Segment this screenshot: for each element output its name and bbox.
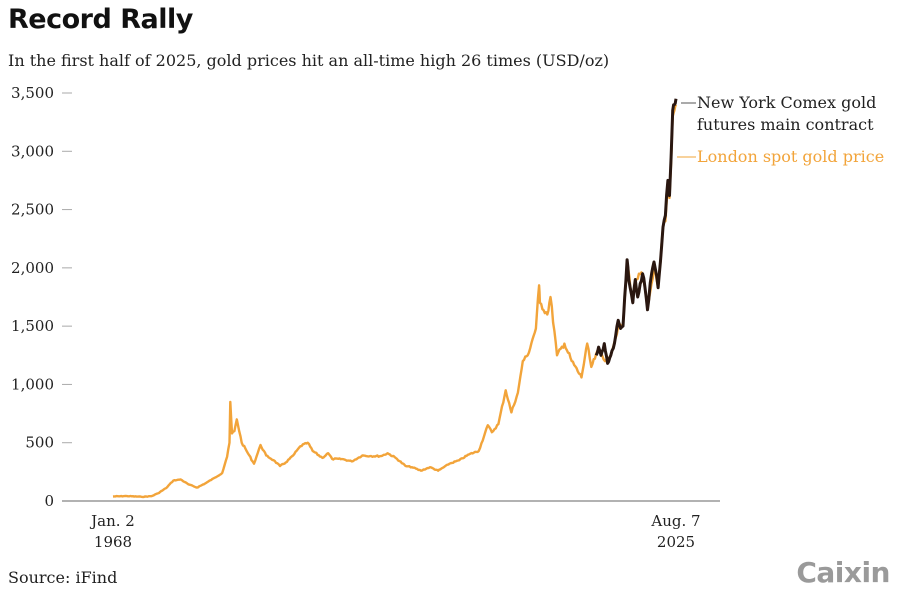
y-tick-label: 2,000	[11, 259, 54, 277]
chart-title: Record Rally	[8, 4, 193, 35]
y-tick-label: 1,000	[11, 375, 54, 393]
y-tick-label: 1,500	[11, 317, 54, 335]
x-tick-label: 1968	[94, 533, 132, 551]
caixin-logo: Caixin	[796, 556, 890, 589]
x-tick-label: 2025	[657, 533, 695, 551]
source-note: Source: iFind	[8, 568, 118, 587]
y-tick-label: 0	[44, 492, 54, 510]
y-tick-label: 3,000	[11, 142, 54, 160]
y-tick-label: 2,500	[11, 201, 54, 219]
comex-series-label-line1: New York Comex gold	[697, 93, 876, 112]
x-tick-label: Aug. 7	[650, 512, 700, 530]
comex-series-label-line2: futures main contract	[697, 115, 874, 134]
chart-subtitle: In the first half of 2025, gold prices h…	[8, 51, 610, 70]
y-tick-label: 500	[25, 434, 54, 452]
x-tick-label: Jan. 2	[89, 512, 135, 530]
series-line-london-spot	[112, 104, 678, 499]
spot-series-label: London spot gold price	[697, 147, 884, 166]
series-line-comex-futures	[594, 98, 678, 365]
y-tick-label: 3,500	[11, 84, 54, 102]
